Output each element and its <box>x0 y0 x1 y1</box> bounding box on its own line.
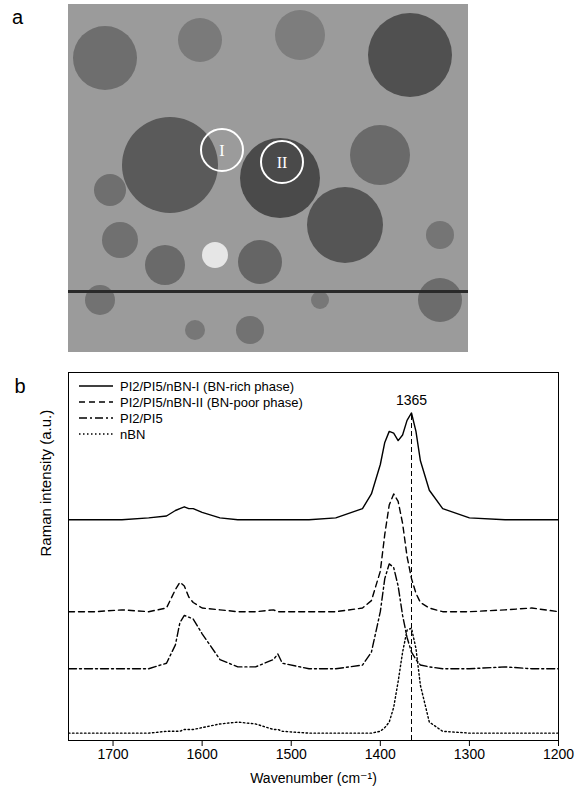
svg-text:Raman intensity (a.u.): Raman intensity (a.u.) <box>37 410 54 557</box>
svg-text:1600: 1600 <box>187 746 218 762</box>
svg-text:1400: 1400 <box>365 746 396 762</box>
svg-text:Wavenumber (cm⁻¹): Wavenumber (cm⁻¹) <box>250 770 377 786</box>
svg-text:1365: 1365 <box>396 392 427 408</box>
svg-text:II: II <box>277 154 288 171</box>
html-text:PI2/PI5: PI2/PI5 <box>120 410 163 426</box>
html-text:PI2/PI5/nBN-I (BN-rich phase): PI2/PI5/nBN-I (BN-rich phase) <box>120 378 295 394</box>
svg-text:1500: 1500 <box>276 746 307 762</box>
svg-text:1300: 1300 <box>454 746 485 762</box>
html-text:PI2/PI5/nBN-II (BN-poor phase): PI2/PI5/nBN-II (BN-poor phase) <box>120 394 303 410</box>
svg-text:1700: 1700 <box>97 746 128 762</box>
svg-text:1200: 1200 <box>543 746 574 762</box>
svg-text:a: a <box>12 6 24 28</box>
svg-text:b: b <box>15 375 26 397</box>
html-text:nBN: nBN <box>120 426 146 442</box>
svg-text:I: I <box>219 142 224 159</box>
